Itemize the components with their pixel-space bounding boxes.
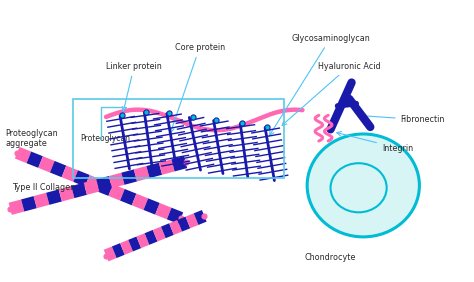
Text: Proteoglycan: Proteoglycan <box>80 134 130 143</box>
Text: Chondrocyte: Chondrocyte <box>305 254 356 263</box>
Text: Type II Collagen: Type II Collagen <box>12 183 76 192</box>
Text: Glycosaminoglycan: Glycosaminoglycan <box>270 34 370 135</box>
Ellipse shape <box>307 134 419 237</box>
Text: Fibronectin: Fibronectin <box>360 114 445 124</box>
Text: Linker protein: Linker protein <box>106 62 162 111</box>
Bar <box>73 99 284 179</box>
Text: Integrin: Integrin <box>337 132 413 153</box>
Text: Core protein: Core protein <box>170 43 225 133</box>
Text: Hyaluronic Acid: Hyaluronic Acid <box>282 62 381 125</box>
Text: Proteoglycan
aggregate: Proteoglycan aggregate <box>6 129 58 148</box>
